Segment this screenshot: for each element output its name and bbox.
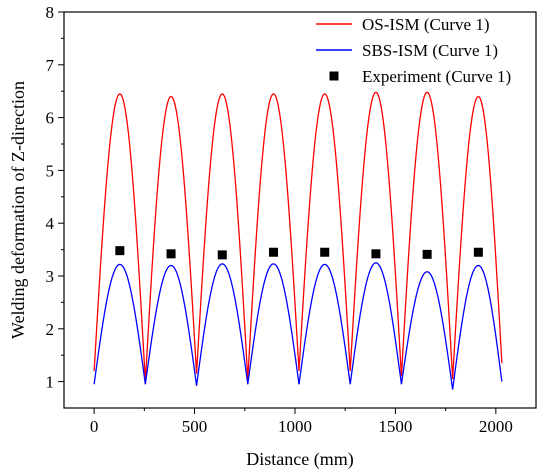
experiment-point — [166, 249, 176, 259]
legend-label-0: OS-ISM (Curve 1) — [362, 15, 490, 34]
experiment-point — [115, 246, 125, 256]
y-tick-label: 5 — [46, 161, 55, 180]
y-tick-label: 8 — [46, 3, 55, 22]
plot-frame — [63, 11, 537, 409]
plot-border — [63, 11, 537, 409]
x-tick-label: 1000 — [278, 417, 312, 436]
series-line-0 — [93, 91, 503, 382]
x-tick-label: 2000 — [479, 417, 513, 436]
experiment-point — [268, 247, 278, 257]
y-tick-label: 7 — [46, 56, 55, 75]
legend-swatch-2 — [329, 71, 339, 81]
x-tick-label: 500 — [182, 417, 208, 436]
legend-label-2: Experiment (Curve 1) — [362, 67, 511, 86]
y-axis: 1 2 3 4 5 6 7 8 — [46, 3, 64, 392]
y-tick-label: 3 — [46, 267, 55, 286]
x-tick-label: 1500 — [378, 417, 412, 436]
legend: OS-ISM (Curve 1) SBS-ISM (Curve 1) Experim… — [316, 15, 511, 86]
x-axis: 0 500 1000 1500 2000 — [90, 408, 513, 436]
y-tick-label: 4 — [46, 214, 55, 233]
y-axis-title: Welding deformation of Z-direction — [8, 81, 28, 339]
experiment-point — [320, 247, 330, 257]
experiment-point — [371, 249, 381, 259]
x-axis-title: Distance (mm) — [246, 449, 353, 470]
series-line-1 — [93, 262, 503, 390]
series-layer — [93, 91, 503, 390]
experiment-point — [422, 249, 432, 259]
y-tick-label: 2 — [46, 320, 55, 339]
experiment-point — [217, 250, 227, 260]
legend-label-1: SBS-ISM (Curve 1) — [362, 41, 498, 60]
x-tick-label: 0 — [90, 417, 99, 436]
y-tick-label: 6 — [46, 109, 55, 128]
y-tick-label: 1 — [46, 373, 55, 392]
experiment-point — [473, 247, 483, 257]
